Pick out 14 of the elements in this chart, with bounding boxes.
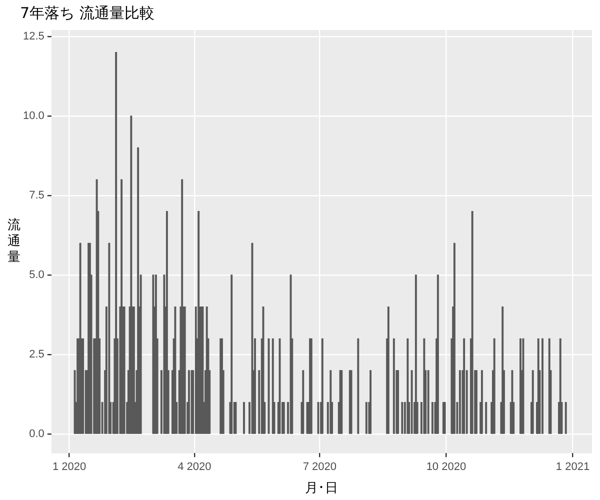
chart-title: 7年落ち 流通量比較	[20, 4, 154, 23]
x-tick-label: 4 2020	[178, 460, 212, 473]
x-tick-label: 1 2020	[52, 460, 86, 473]
y-tick-label: 2.5	[29, 348, 44, 361]
x-tick-label: 10 2020	[426, 460, 466, 473]
y-tick-label: 10.0	[22, 110, 44, 122]
y-tick-label: 12.5	[22, 30, 44, 42]
x-tick-label: 1 2021	[556, 460, 590, 473]
y-tick-label: 7.5	[29, 189, 44, 202]
x-axis-title: 月･日	[305, 480, 338, 495]
x-tick-label: 7 2020	[302, 460, 336, 473]
y-tick-label: 5.0	[29, 269, 44, 282]
y-tick-label: 0.0	[29, 428, 44, 440]
y-axis-title: 流通量	[6, 218, 22, 266]
